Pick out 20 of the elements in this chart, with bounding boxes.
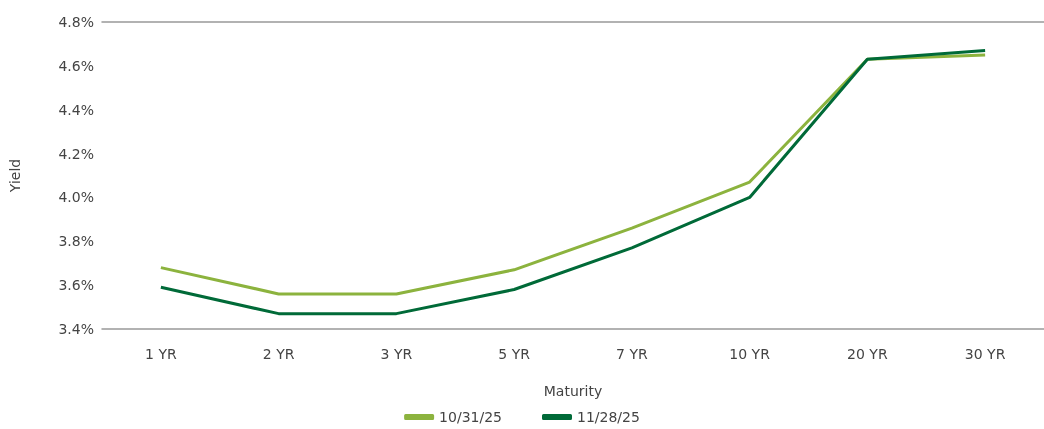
y-tick-label: 4.6% xyxy=(58,57,94,74)
y-axis-title: Yield xyxy=(7,158,23,194)
y-tick-label: 4.0% xyxy=(58,189,94,206)
legend-label: 11/28/25 xyxy=(577,409,640,425)
y-tick-label: 4.4% xyxy=(58,101,94,118)
x-tick-label: 30 YR xyxy=(964,346,1006,362)
y-tick-label: 3.6% xyxy=(58,277,94,294)
legend-label: 10/31/25 xyxy=(439,409,503,425)
y-tick-label: 3.4% xyxy=(58,321,94,337)
x-tick-label: 7 YR xyxy=(616,346,648,362)
x-tick-label: 20 YR xyxy=(847,346,888,362)
x-tick-label: 2 YR xyxy=(262,346,295,362)
y-tick-label: 3.8% xyxy=(58,233,94,250)
x-tick-label: 1 YR xyxy=(145,346,177,362)
x-tick-label: 10 YR xyxy=(729,346,771,362)
x-tick-label: 5 YR xyxy=(498,346,531,362)
x-axis-title: Maturity xyxy=(543,383,603,399)
y-tick-label: 4.8% xyxy=(58,14,94,30)
x-tick-label: 3 YR xyxy=(380,346,413,362)
y-tick-label: 4.2% xyxy=(58,145,94,162)
